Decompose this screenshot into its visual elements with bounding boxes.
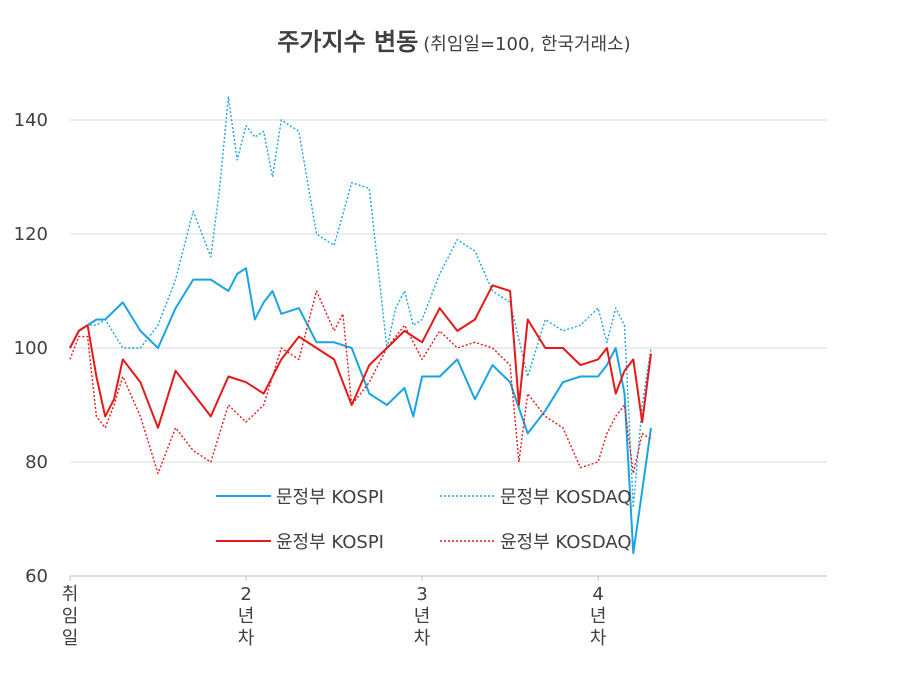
y-tick-label: 100 [14, 338, 48, 359]
legend-label: 문정부 KOSPI [276, 487, 384, 508]
chart-title: 주가지수 변동 (취임일=100, 한국거래소) [0, 22, 908, 57]
chart-title-main: 주가지수 변동 [277, 28, 419, 56]
y-tick-label: 80 [25, 452, 48, 473]
y-tick-label: 140 [14, 110, 48, 131]
legend-label: 윤정부 KOSDAQ [500, 532, 632, 553]
y-tick-label: 120 [14, 224, 48, 245]
legend-label: 윤정부 KOSPI [276, 532, 384, 553]
series-line-3 [69, 290, 652, 475]
series-line-2 [69, 284, 652, 429]
y-tick-label: 60 [25, 566, 48, 587]
series-line-1 [69, 96, 652, 509]
series-line-0 [69, 267, 652, 555]
legend-label: 문정부 KOSDAQ [500, 487, 632, 508]
chart-subtitle: (취임일=100, 한국거래소) [423, 34, 631, 55]
